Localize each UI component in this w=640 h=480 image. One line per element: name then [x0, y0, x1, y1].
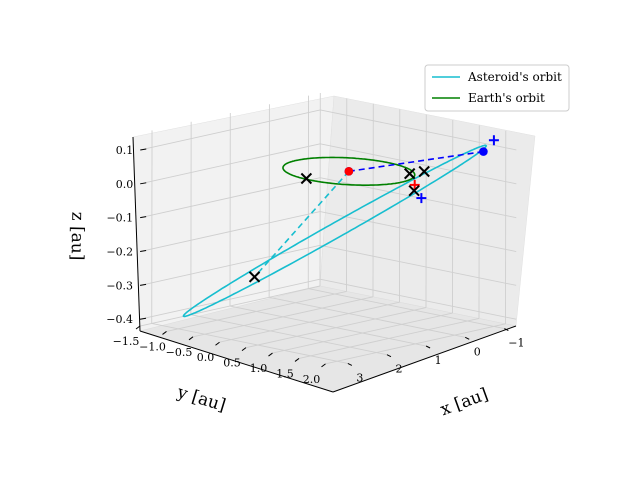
- z-axis-line: [132, 136, 141, 332]
- cross-marker-10: [248, 271, 261, 283]
- cross-marker-6: [300, 172, 313, 185]
- z-tick-label: 0.1: [116, 144, 134, 157]
- x-tick-label: −1.0: [139, 340, 166, 353]
- back-right-pane: [319, 95, 536, 327]
- z-tick-5: [139, 317, 147, 320]
- z-tick-label: 0.0: [116, 178, 134, 191]
- x-tick-label: −0.5: [166, 346, 193, 359]
- legend: Asteroid's orbit Earth's orbit: [424, 64, 570, 112]
- z-tick-label: −0.2: [106, 246, 133, 259]
- axis-lines: [132, 136, 517, 393]
- z-grid-right-0: [320, 109, 517, 151]
- y-tick-label: 2: [395, 363, 402, 376]
- z-tick-3: [140, 250, 147, 253]
- x-tick-4: [241, 347, 247, 352]
- y-grid-floor-1: [269, 296, 466, 338]
- x-axis-line: [332, 325, 517, 393]
- x-tick-0: [135, 325, 141, 330]
- dot-marker-2: [344, 167, 354, 176]
- z-grid-right-1: [320, 143, 517, 185]
- x-tick-label: −1.5: [113, 335, 140, 348]
- dashed-segment-1: [253, 170, 350, 278]
- y-tick-label: −1: [508, 337, 524, 350]
- x-tick-label: 1.0: [250, 362, 268, 375]
- y-grid-floor-0: [308, 288, 505, 330]
- legend-box: [424, 64, 570, 112]
- y-tick-4: [347, 362, 353, 366]
- y-tick-1: [465, 336, 470, 340]
- z-grid-left-0: [140, 109, 321, 151]
- plus-marker-3: [488, 135, 499, 146]
- z-grid-right-4: [319, 244, 517, 286]
- z-grid-left-3: [140, 211, 321, 252]
- y-tick-0: [504, 328, 509, 332]
- z-tick-label: −0.3: [106, 279, 133, 292]
- z-tick-2: [140, 216, 147, 219]
- x-tick-label: 2.0: [303, 373, 321, 386]
- plus-marker-5: [409, 179, 420, 190]
- z-tick-label: −0.4: [106, 313, 133, 326]
- data-layer: [182, 135, 499, 318]
- x-tick-7: [321, 363, 326, 368]
- dashed-segment-0: [348, 150, 484, 173]
- z-grid-right-5: [319, 278, 517, 320]
- y-tick-2: [425, 345, 431, 349]
- z-grid-left-1: [140, 143, 321, 185]
- y-grid-floor-4: [151, 322, 348, 364]
- z-axis-label: z [au]: [67, 212, 88, 261]
- y-grid-floor-3: [190, 314, 388, 356]
- x-tick-2: [188, 336, 194, 341]
- dot-marker-0: [479, 147, 488, 156]
- y-tick-label: 0: [474, 345, 481, 358]
- cross-marker-8: [418, 165, 430, 178]
- y-grid-floor-2: [229, 305, 427, 347]
- axis-ticks: [135, 148, 509, 368]
- x-tick-label: 0.5: [223, 357, 241, 370]
- tick-labels: −1.5 −1.0 −0.5 0.0 0.5 1.0 1.5 2.0 −1 0 1 2 3 0.1 0.0 −…: [106, 144, 524, 386]
- cross-marker-9: [408, 184, 420, 197]
- z-tick-1: [140, 182, 147, 185]
- z-grid-left-4: [139, 244, 321, 286]
- cross-marker-7: [403, 167, 416, 180]
- x-tick-1: [162, 331, 167, 335]
- asteroid-orbit-line: [182, 144, 488, 318]
- legend-label-earth: Earth's orbit: [468, 91, 545, 105]
- x-tick-3: [215, 341, 220, 346]
- y-axis-line: [139, 330, 334, 393]
- plus-marker-4: [416, 193, 427, 204]
- y-tick-3: [386, 354, 392, 358]
- z-tick-0: [140, 148, 147, 151]
- y-tick-label: 1: [435, 354, 442, 367]
- z-tick-4: [139, 283, 147, 286]
- x-tick-5: [268, 352, 273, 357]
- x-tick-label: 0.0: [197, 351, 215, 364]
- y-tick-label: 3: [356, 371, 363, 384]
- z-grid-left-2: [140, 177, 321, 219]
- z-grid-right-3: [320, 211, 517, 252]
- z-grid-left-5: [139, 278, 321, 320]
- legend-label-asteroid: Asteroid's orbit: [467, 70, 562, 84]
- x-axis-label: x [au]: [438, 384, 491, 420]
- y-axis-label: y [au]: [174, 382, 228, 416]
- x-tick-6: [294, 358, 300, 362]
- x-tick-label: 1.5: [276, 367, 294, 380]
- z-tick-label: −0.1: [106, 212, 133, 225]
- earth-orbit-line: [282, 156, 416, 186]
